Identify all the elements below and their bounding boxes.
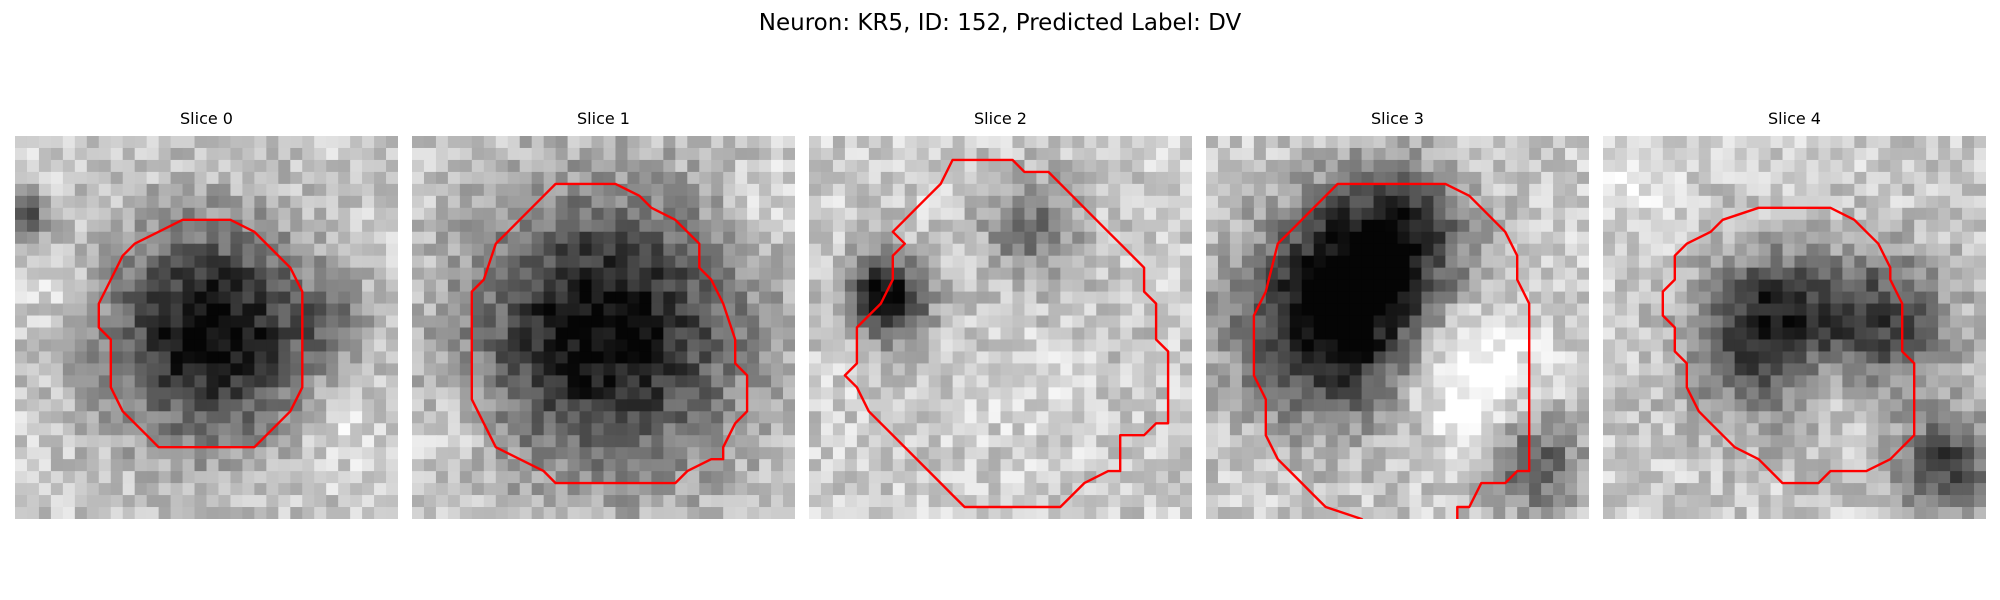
slice-title: Slice 2 — [809, 108, 1192, 130]
slice-panel-0: Slice 0 — [15, 108, 398, 130]
slice-panel-2: Slice 2 — [809, 108, 1192, 130]
slice-title: Slice 4 — [1603, 108, 1986, 130]
slice-panel-4: Slice 4 — [1603, 108, 1986, 130]
slice-title: Slice 1 — [412, 108, 795, 130]
slice-title: Slice 3 — [1206, 108, 1589, 130]
slice-image-svg — [1603, 136, 1986, 519]
slice-image — [1603, 136, 1986, 519]
slice-image — [809, 136, 1192, 519]
slice-panel-1: Slice 1 — [412, 108, 795, 130]
slice-image — [15, 136, 398, 519]
slice-image-svg — [412, 136, 795, 519]
pixel-grid — [412, 136, 795, 519]
slice-image-svg — [1206, 136, 1589, 519]
pixel-grid — [1206, 136, 1589, 519]
slice-image — [412, 136, 795, 519]
pixel-grid — [1603, 136, 1986, 519]
slice-title: Slice 0 — [15, 108, 398, 130]
slice-image-svg — [809, 136, 1192, 519]
pixel-grid — [15, 136, 398, 519]
slice-panel-3: Slice 3 — [1206, 108, 1589, 130]
figure-title: Neuron: KR5, ID: 152, Predicted Label: D… — [0, 6, 2000, 40]
pixel-grid — [809, 136, 1192, 519]
slice-image — [1206, 136, 1589, 519]
slice-image-svg — [15, 136, 398, 519]
